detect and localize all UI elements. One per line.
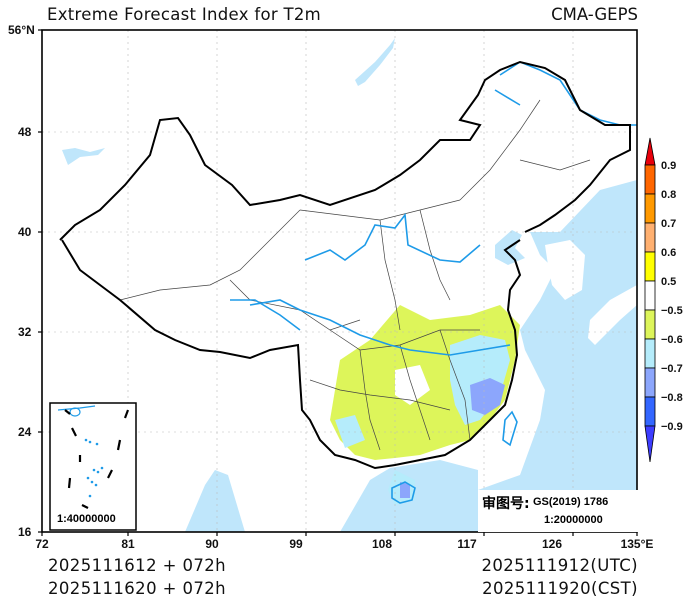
init-time-utc: 2025111612 + 072h xyxy=(48,556,227,575)
colorbar xyxy=(644,137,656,463)
colorbar-label-neg0.6: −0.6 xyxy=(661,334,683,346)
lon-label-72: 72 xyxy=(35,537,49,551)
approval-label: 审图号: xyxy=(482,496,530,512)
colorbar-label-neg0.9: −0.9 xyxy=(661,421,683,433)
lat-label-24: 24 xyxy=(18,425,32,439)
map-scale: 1:20000000 xyxy=(544,514,603,526)
lat-label-56: 56°N xyxy=(8,23,35,37)
lat-label-32: 32 xyxy=(18,325,32,339)
colorbar-label-0.5: 0.5 xyxy=(661,276,677,288)
lat-label-48: 48 xyxy=(18,125,32,139)
model-source: CMA-GEPS xyxy=(551,5,638,24)
valid-time-cst: 2025111920(CST) xyxy=(482,579,638,598)
map-approval-box: 审图号: GS(2019) 1786 1:20000000 xyxy=(478,490,638,532)
lon-label-81: 81 xyxy=(121,537,135,551)
lon-label-90: 90 xyxy=(205,537,219,551)
approval-number: GS(2019) 1786 xyxy=(533,496,609,508)
colorbar-label-0.7: 0.7 xyxy=(661,218,677,230)
lat-label-16: 16 xyxy=(18,525,32,539)
init-time-cst: 2025111620 + 072h xyxy=(48,579,227,598)
south-china-sea-inset xyxy=(49,402,137,531)
land-neighbors xyxy=(545,240,637,345)
lon-label-126: 126 xyxy=(541,537,563,551)
colorbar-label-neg0.8: −0.8 xyxy=(661,392,683,404)
colorbar-label-0.9: 0.9 xyxy=(661,160,677,172)
chart-title: Extreme Forecast Index for T2m xyxy=(47,5,322,24)
lon-label-117: 117 xyxy=(457,537,477,551)
lat-label-40: 40 xyxy=(18,225,32,239)
lon-label-135: 135°E xyxy=(620,537,654,551)
valid-time-utc: 2025111912(UTC) xyxy=(481,556,638,575)
lon-label-99: 99 xyxy=(289,537,303,551)
inset-scale: 1:40000000 xyxy=(57,513,116,525)
lon-label-108: 108 xyxy=(371,537,393,551)
national-border xyxy=(59,60,631,470)
islands xyxy=(391,410,518,504)
colorbar-label-neg0.7: −0.7 xyxy=(661,363,683,375)
colorbar-label-0.6: 0.6 xyxy=(661,247,677,259)
colorbar-label-neg0.5: −0.5 xyxy=(661,305,683,317)
colorbar-label-0.8: 0.8 xyxy=(661,189,677,201)
map-frame xyxy=(41,29,638,533)
